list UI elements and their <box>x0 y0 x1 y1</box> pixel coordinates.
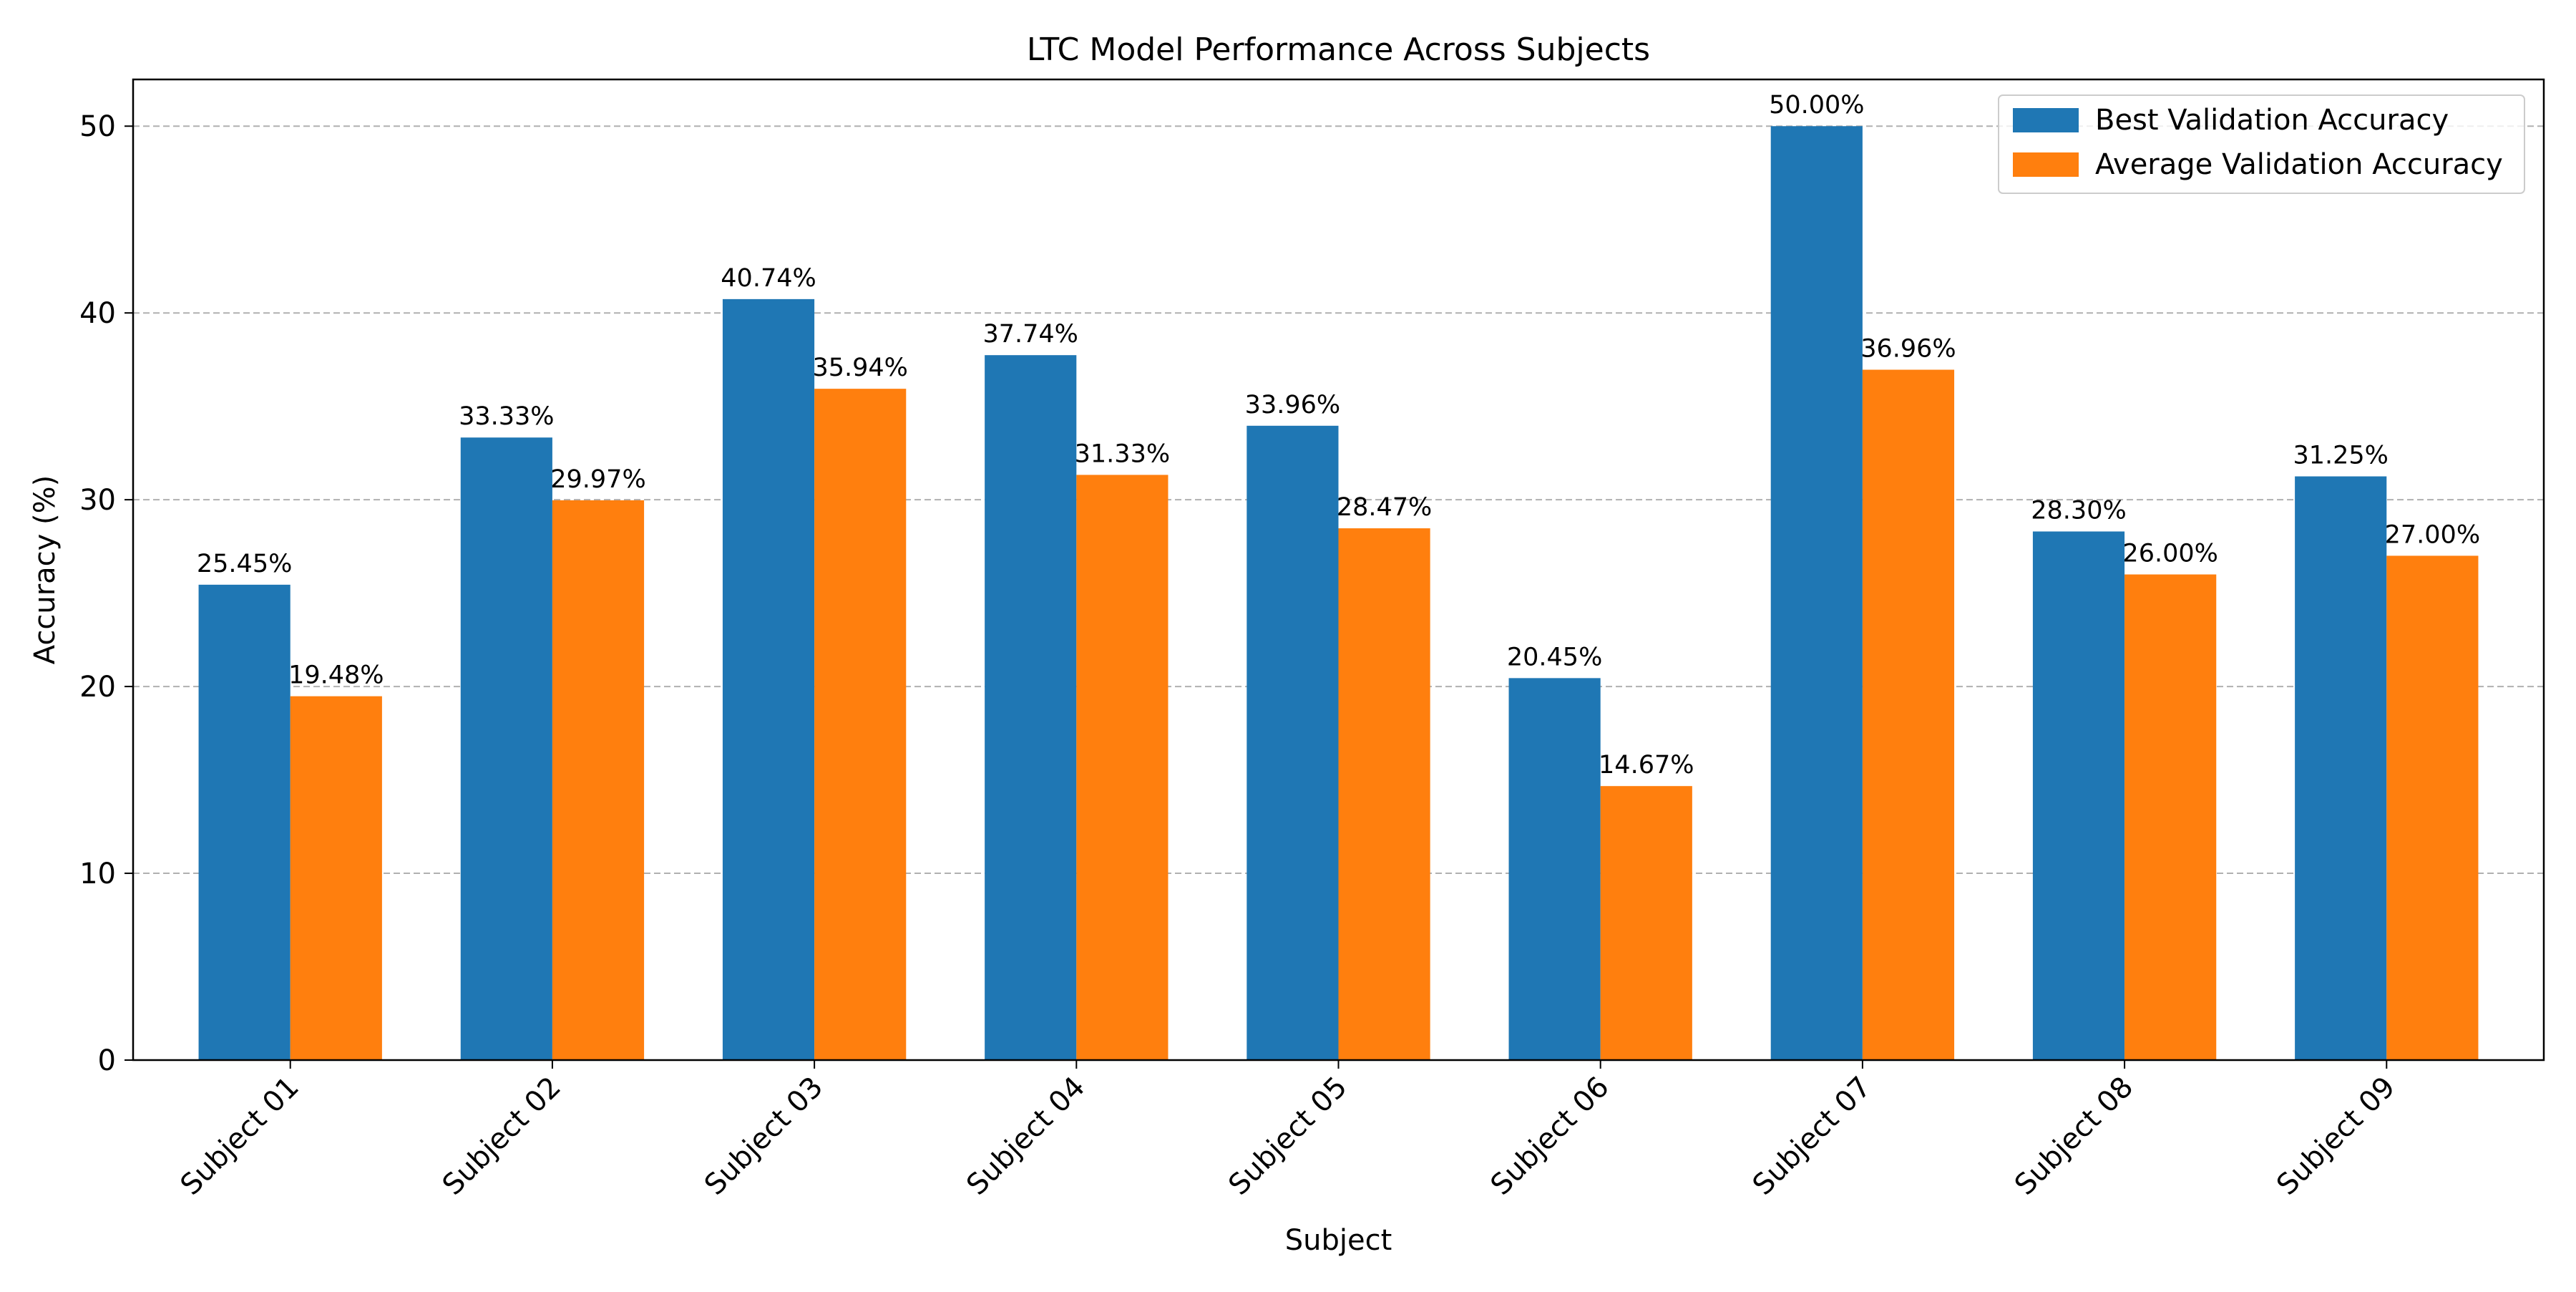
bar-value-label: 19.48% <box>288 661 384 690</box>
legend-swatch-average <box>2013 152 2079 177</box>
bar-value-label: 40.74% <box>721 264 816 293</box>
bar-average <box>2124 574 2217 1060</box>
y-tick-label: 20 <box>79 671 116 704</box>
y-tick-label: 0 <box>98 1044 116 1077</box>
bar-average <box>2386 555 2479 1060</box>
bar-best <box>985 355 1077 1060</box>
bar-value-label: 25.45% <box>197 550 292 578</box>
bars <box>198 126 2479 1061</box>
bar-value-label: 35.94% <box>812 354 907 382</box>
bar-value-label: 33.33% <box>459 402 554 431</box>
y-axis-label: Accuracy (%) <box>29 475 62 665</box>
bar-value-label: 29.97% <box>550 465 645 494</box>
bar-value-label: 36.96% <box>1860 335 1956 364</box>
x-axis-label: Subject <box>1285 1224 1392 1257</box>
bar-value-label: 14.67% <box>1599 751 1694 779</box>
bar-value-label: 20.45% <box>1507 643 1602 671</box>
bar-best <box>198 584 291 1060</box>
bar-best <box>1508 678 1601 1060</box>
bar-value-label: 31.33% <box>1075 439 1170 468</box>
bar-best <box>2032 531 2125 1060</box>
bar-value-label: 31.25% <box>2293 442 2388 470</box>
bar-value-label: 26.00% <box>2122 540 2218 568</box>
bar-best <box>2295 476 2387 1060</box>
bar-best <box>460 437 552 1060</box>
bar-average <box>1076 475 1169 1060</box>
data-labels: 25.45% 33.33% 40.74% 37.74% 33.96% 20.45% 50.0… <box>197 91 2480 779</box>
legend-label-average: Average Validation Accuracy <box>2095 148 2503 181</box>
bar-value-label: 37.74% <box>982 320 1078 349</box>
legend-box <box>1998 94 2525 194</box>
y-tick-label: 30 <box>79 484 116 517</box>
legend-swatch-best <box>2013 108 2079 132</box>
bar-average <box>552 500 645 1060</box>
bar-average <box>1862 369 1955 1060</box>
bar-value-label: 33.96% <box>1245 391 1340 419</box>
bar-average <box>1600 786 1692 1060</box>
bar-average <box>290 696 382 1060</box>
y-tick-label: 50 <box>79 110 116 143</box>
bar-value-label: 27.00% <box>2385 520 2480 549</box>
y-tick-label: 10 <box>79 858 116 890</box>
bar-best <box>722 298 815 1060</box>
bar-value-label: 28.47% <box>1337 493 1432 522</box>
bar-value-label: 50.00% <box>1769 91 1864 120</box>
bar-best <box>1246 425 1339 1060</box>
legend: Best Validation Accuracy Average Validat… <box>1998 94 2525 194</box>
bar-average <box>814 389 907 1060</box>
bar-average <box>1338 528 1430 1060</box>
y-tick-label: 40 <box>79 297 116 330</box>
chart-title: LTC Model Performance Across Subjects <box>1027 31 1650 68</box>
legend-label-best: Best Validation Accuracy <box>2095 104 2449 137</box>
bar-value-label: 28.30% <box>2031 497 2126 525</box>
bar-best <box>1770 126 1863 1061</box>
